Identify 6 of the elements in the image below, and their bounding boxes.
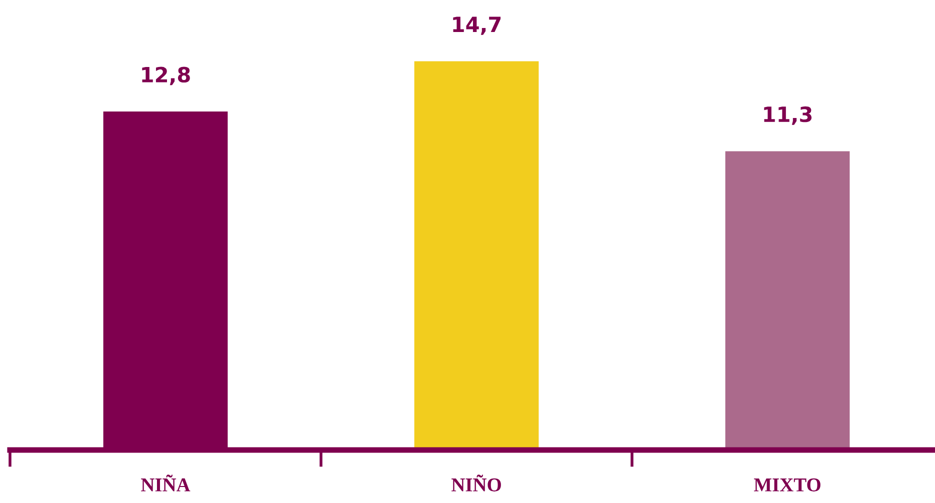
x-tick-label: NIÑO [451,474,501,492]
data-label: 11,3 [764,106,812,125]
data-label: 12,8 [142,66,190,86]
data-label: 14,7 [453,16,501,35]
x-tick-label: MIXTO [754,478,820,492]
x-tick-label: NIÑA [141,474,190,492]
